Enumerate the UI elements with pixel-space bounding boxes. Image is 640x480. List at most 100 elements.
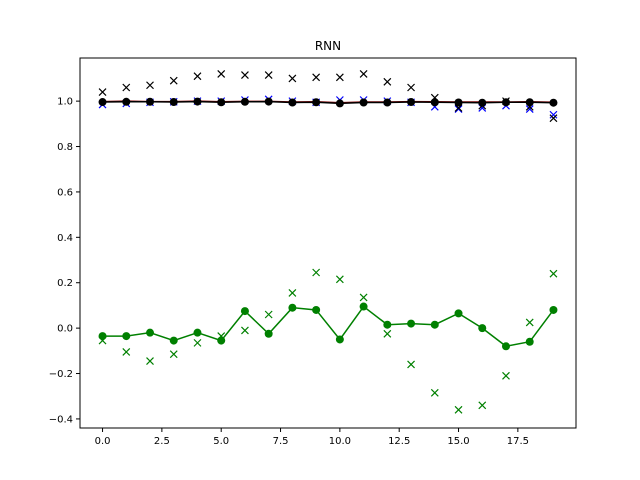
data-point	[240, 307, 249, 316]
data-point	[193, 97, 202, 106]
data-point	[549, 305, 558, 314]
data-point	[312, 268, 321, 277]
data-point	[478, 324, 487, 333]
y-tick-label: 0.0	[57, 324, 73, 335]
data-point	[525, 318, 534, 327]
data-point	[549, 269, 558, 278]
plot-frame	[79, 57, 577, 429]
data-point	[549, 98, 558, 107]
data-point	[359, 293, 368, 302]
y-tick-label: 1.0	[57, 97, 73, 108]
data-point	[98, 88, 107, 96]
data-point	[430, 98, 439, 107]
data-point	[383, 320, 392, 329]
data-point	[335, 335, 344, 344]
data-point	[312, 305, 321, 314]
x-tick-label: 0.0	[95, 436, 111, 447]
data-point	[122, 97, 131, 106]
data-point	[525, 105, 534, 113]
data-point	[430, 388, 439, 397]
data-point	[122, 332, 131, 341]
data-point	[98, 332, 107, 341]
data-point	[264, 71, 273, 79]
data-point	[217, 98, 226, 107]
data-point	[335, 99, 344, 108]
x-tick-label: 2.5	[154, 436, 170, 447]
data-point	[264, 329, 273, 338]
data-point	[98, 98, 107, 107]
data-point	[217, 69, 226, 78]
data-point	[501, 98, 510, 107]
y-tick-label: 0.2	[57, 278, 73, 289]
data-point	[454, 309, 463, 318]
series-4	[98, 268, 558, 414]
plot-area	[80, 58, 576, 428]
y-tick-label: 0.6	[57, 187, 73, 198]
x-tick-label: 10.0	[329, 436, 351, 447]
data-point	[122, 83, 131, 92]
data-point	[288, 98, 297, 107]
data-point	[288, 289, 297, 297]
data-point	[549, 114, 558, 123]
data-point	[312, 73, 321, 82]
data-point	[169, 336, 178, 345]
data-point	[502, 371, 510, 380]
data-point	[407, 360, 415, 369]
x-tick-label: 7.5	[273, 436, 289, 447]
data-point	[193, 338, 202, 347]
data-point	[146, 97, 155, 106]
data-point	[383, 77, 392, 86]
x-tick-label: 17.5	[507, 436, 529, 447]
x-tick-label: 12.5	[388, 436, 410, 447]
data-point	[525, 337, 534, 346]
x-tick-label: 15.0	[447, 436, 469, 447]
data-point	[525, 98, 534, 107]
data-point	[383, 329, 392, 338]
data-point	[169, 76, 178, 85]
data-point	[146, 357, 154, 365]
data-point	[549, 110, 558, 119]
data-point	[335, 275, 344, 284]
data-point	[383, 98, 392, 107]
data-point	[122, 348, 131, 356]
data-point	[146, 81, 154, 90]
series-layer	[98, 69, 558, 414]
data-point	[335, 73, 344, 82]
data-point	[264, 310, 273, 319]
y-tick-label: −0.2	[49, 369, 73, 380]
data-point	[501, 342, 510, 351]
series-line	[102, 305, 555, 348]
data-point	[312, 98, 321, 107]
data-point	[478, 98, 487, 107]
data-point	[264, 97, 273, 106]
data-point	[288, 74, 297, 83]
x-tick-label: 5.0	[213, 436, 229, 447]
data-point	[169, 350, 178, 359]
y-tick-label: 0.8	[57, 142, 73, 153]
data-point	[454, 98, 463, 107]
series-3	[98, 97, 558, 108]
data-point	[407, 319, 416, 328]
data-point	[454, 105, 463, 113]
data-point	[407, 98, 416, 107]
data-point	[146, 328, 155, 337]
axes-layer: 0.0 2.5 5.0 7.5 10.0 12.5 15.0 17.5 −0.4 −0.2 0.0 0…	[49, 97, 529, 447]
series-5	[98, 302, 558, 351]
data-point	[359, 69, 368, 78]
data-point	[241, 71, 249, 79]
data-point	[430, 320, 439, 329]
data-point	[169, 98, 178, 107]
data-point	[288, 303, 297, 312]
data-point	[407, 83, 415, 92]
data-point	[217, 336, 226, 345]
data-point	[454, 405, 463, 414]
data-point	[359, 98, 368, 107]
data-point	[193, 328, 202, 337]
chart-title: RNN	[315, 39, 341, 53]
data-point	[478, 401, 487, 410]
data-point	[193, 72, 202, 81]
y-tick-label: 0.4	[57, 233, 73, 244]
data-point	[359, 302, 368, 311]
data-point	[240, 97, 249, 106]
